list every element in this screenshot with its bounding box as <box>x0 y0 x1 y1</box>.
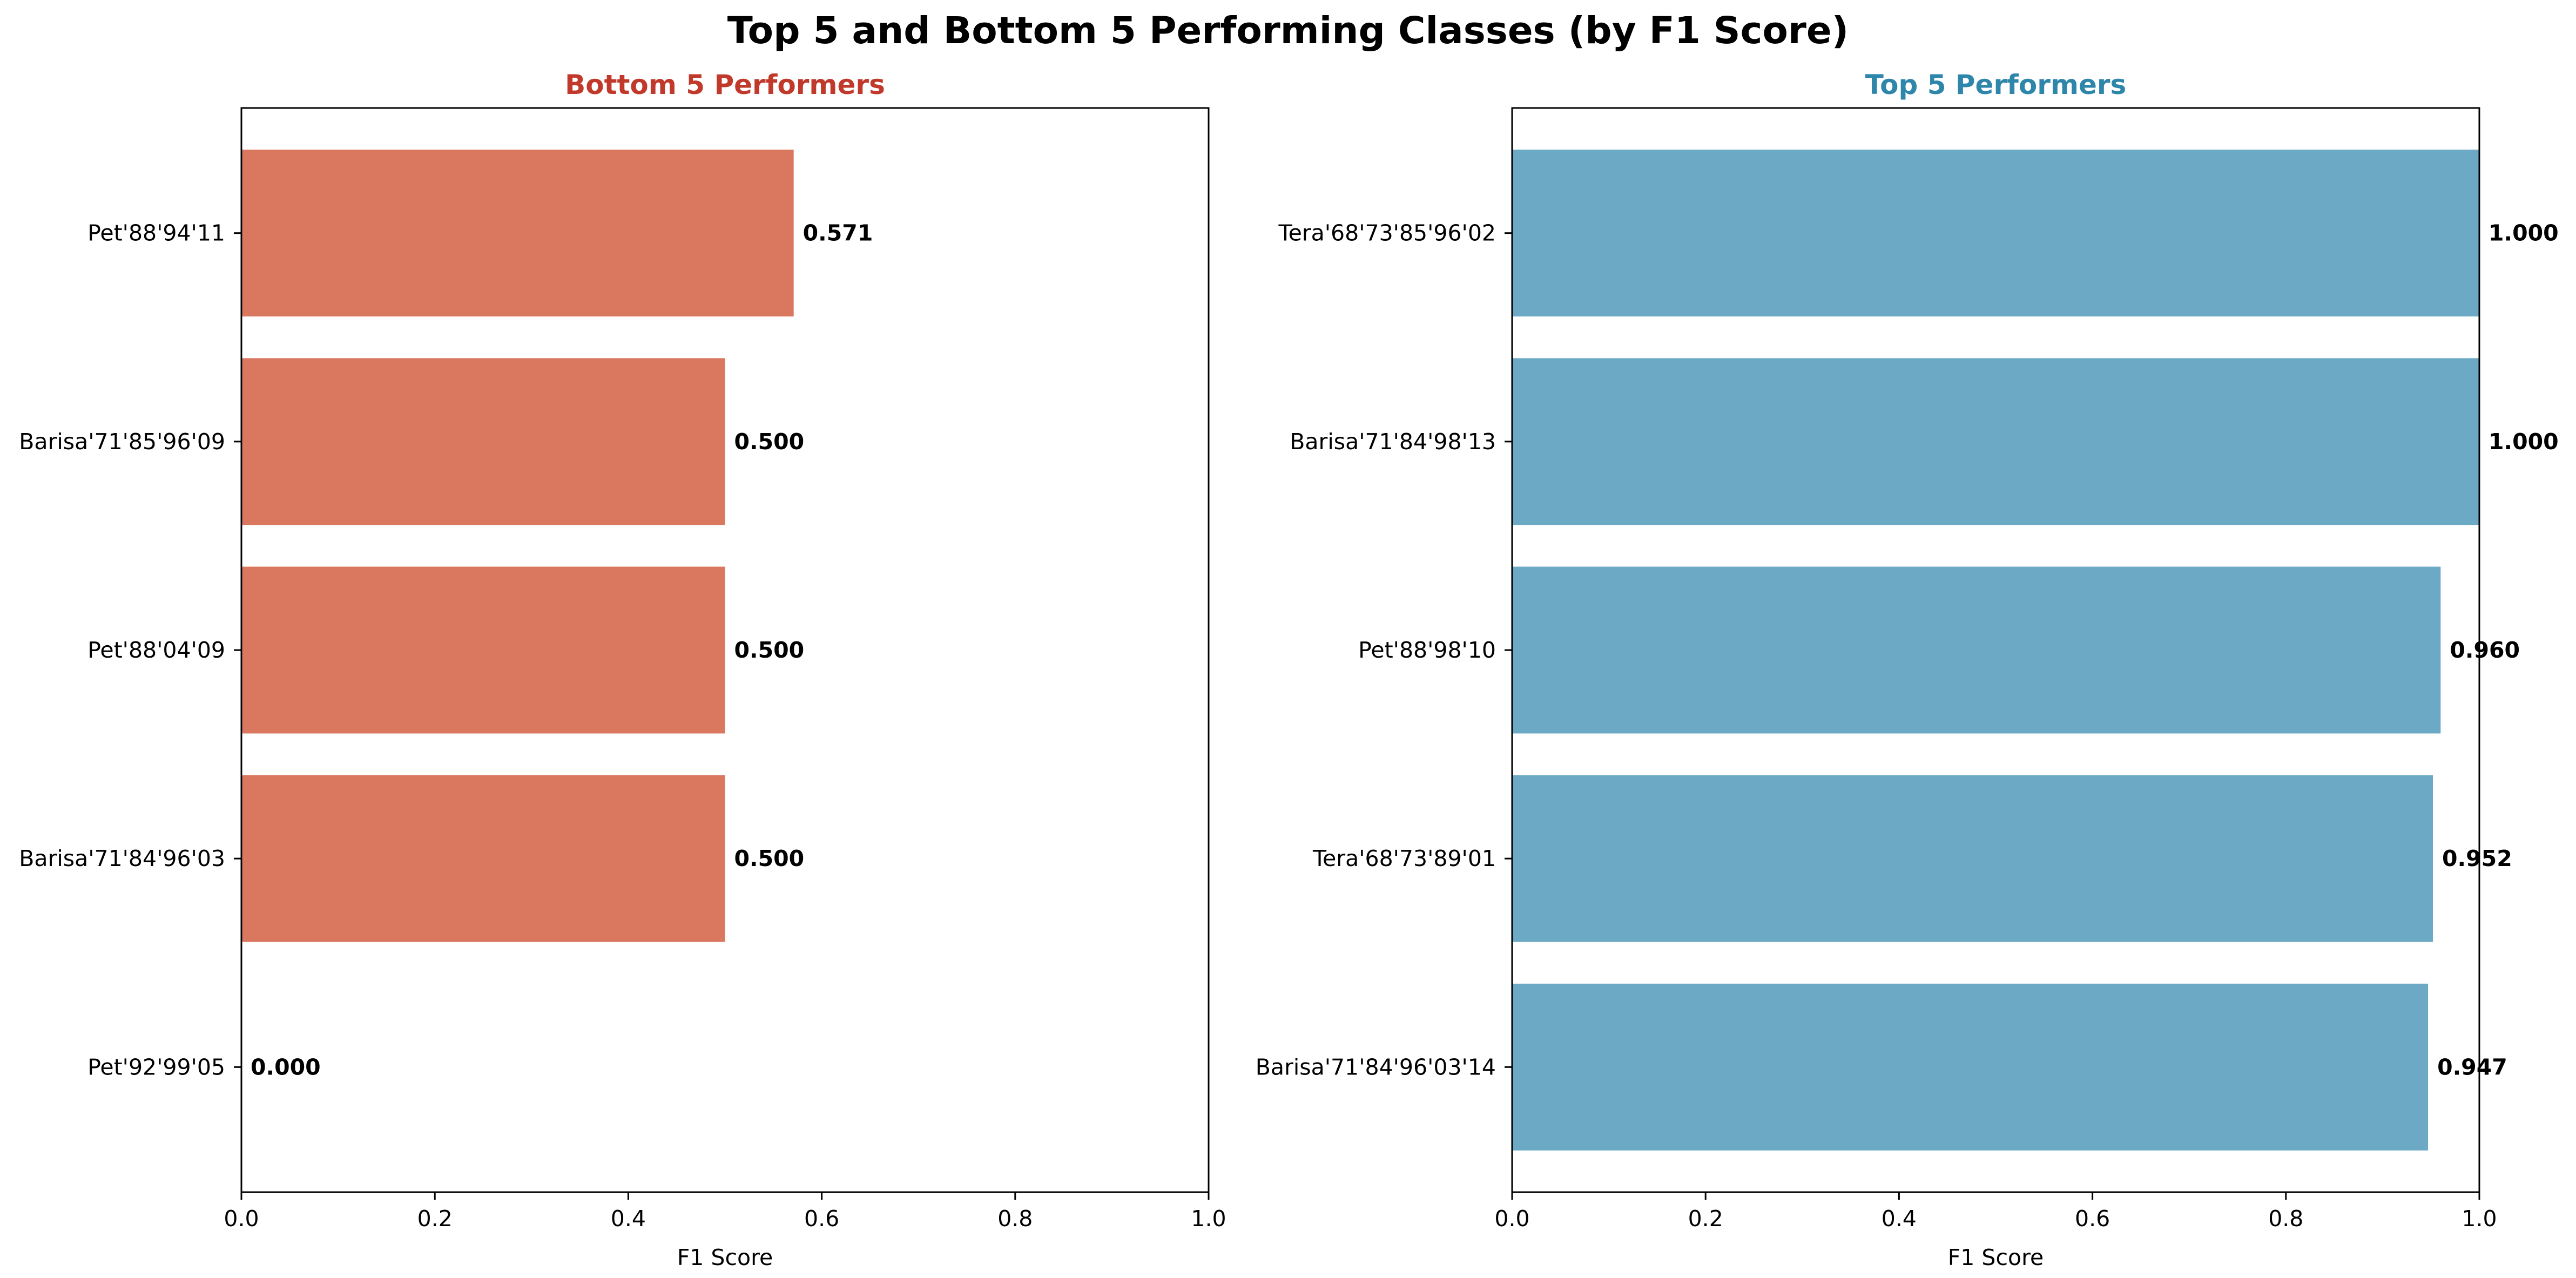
bottom-category-label-1: Pet'88'94'11 <box>87 220 225 246</box>
top-value-label-1: 1.000 <box>2489 220 2559 246</box>
top-value-label-5: 0.947 <box>2437 1054 2507 1080</box>
top-panel-title: Top 5 Performers <box>1865 69 2127 100</box>
bottom-bar-3 <box>241 566 725 734</box>
top-category-label-5: Barisa'71'84'96'03'14 <box>1256 1054 1496 1080</box>
top-x-tick-label-3: 0.6 <box>2075 1206 2110 1232</box>
panel-bottom-5: Bottom 5 Performers 0.571 Pet'88'94'11 0.50… <box>19 69 1226 1270</box>
bottom-x-tick-label-3: 0.6 <box>804 1206 839 1232</box>
top-bar-5 <box>1512 983 2429 1151</box>
bottom-value-label-2: 0.500 <box>734 429 805 455</box>
top-x-tick-label-1: 0.2 <box>1688 1206 1723 1232</box>
top-bar-1 <box>1512 150 2479 317</box>
top-category-label-4: Tera'68'73'89'01 <box>1312 846 1496 871</box>
panel-top-5: Top 5 Performers 1.000 Tera'68'73'85'96'02… <box>1256 69 2559 1270</box>
top-bar-4 <box>1512 775 2433 942</box>
bottom-category-label-3: Pet'88'04'09 <box>87 637 225 663</box>
bottom-x-tick-label-1: 0.2 <box>417 1206 453 1232</box>
bottom-value-label-1: 0.571 <box>803 220 873 246</box>
chart-suptitle: Top 5 and Bottom 5 Performing Classes (b… <box>727 9 1849 52</box>
bottom-category-label-2: Barisa'71'85'96'09 <box>19 429 225 455</box>
bottom-value-label-4: 0.500 <box>734 846 805 871</box>
bottom-bar-4 <box>241 775 725 942</box>
bottom-value-label-5: 0.000 <box>251 1054 321 1080</box>
top-axes-frame <box>1511 107 2480 1193</box>
top-x-tick-label-2: 0.4 <box>1882 1206 1917 1232</box>
bottom-category-label-4: Barisa'71'84'96'03 <box>19 846 225 871</box>
top-category-label-2: Barisa'71'84'98'13 <box>1290 429 1496 455</box>
top-category-label-1: Tera'68'73'85'96'02 <box>1278 220 1496 246</box>
bottom-axes-frame <box>240 107 1210 1193</box>
bottom-panel-title: Bottom 5 Performers <box>565 69 885 100</box>
top-x-axis-label: F1 Score <box>1948 1245 2044 1270</box>
bottom-x-tick-label-0: 0.0 <box>224 1206 259 1232</box>
top-bar-3 <box>1512 566 2441 734</box>
top-bar-2 <box>1512 358 2479 525</box>
bottom-x-axis-label: F1 Score <box>677 1245 773 1270</box>
top-value-label-2: 1.000 <box>2489 429 2559 455</box>
bottom-value-label-3: 0.500 <box>734 637 805 663</box>
top-value-label-3: 0.960 <box>2450 637 2520 663</box>
top-x-tick-label-5: 1.0 <box>2462 1206 2497 1232</box>
bottom-bar-1 <box>241 150 794 317</box>
bottom-category-label-5: Pet'92'99'05 <box>87 1054 225 1080</box>
bottom-bar-2 <box>241 358 725 525</box>
top-value-label-4: 0.952 <box>2442 846 2512 871</box>
top-x-tick-label-0: 0.0 <box>1494 1206 1529 1232</box>
bottom-x-tick-label-4: 0.8 <box>997 1206 1033 1232</box>
top-x-tick-label-4: 0.8 <box>2268 1206 2303 1232</box>
top-category-label-3: Pet'88'98'10 <box>1358 637 1496 663</box>
bottom-x-tick-label-5: 1.0 <box>1191 1206 1226 1232</box>
bottom-x-tick-label-2: 0.4 <box>611 1206 646 1232</box>
